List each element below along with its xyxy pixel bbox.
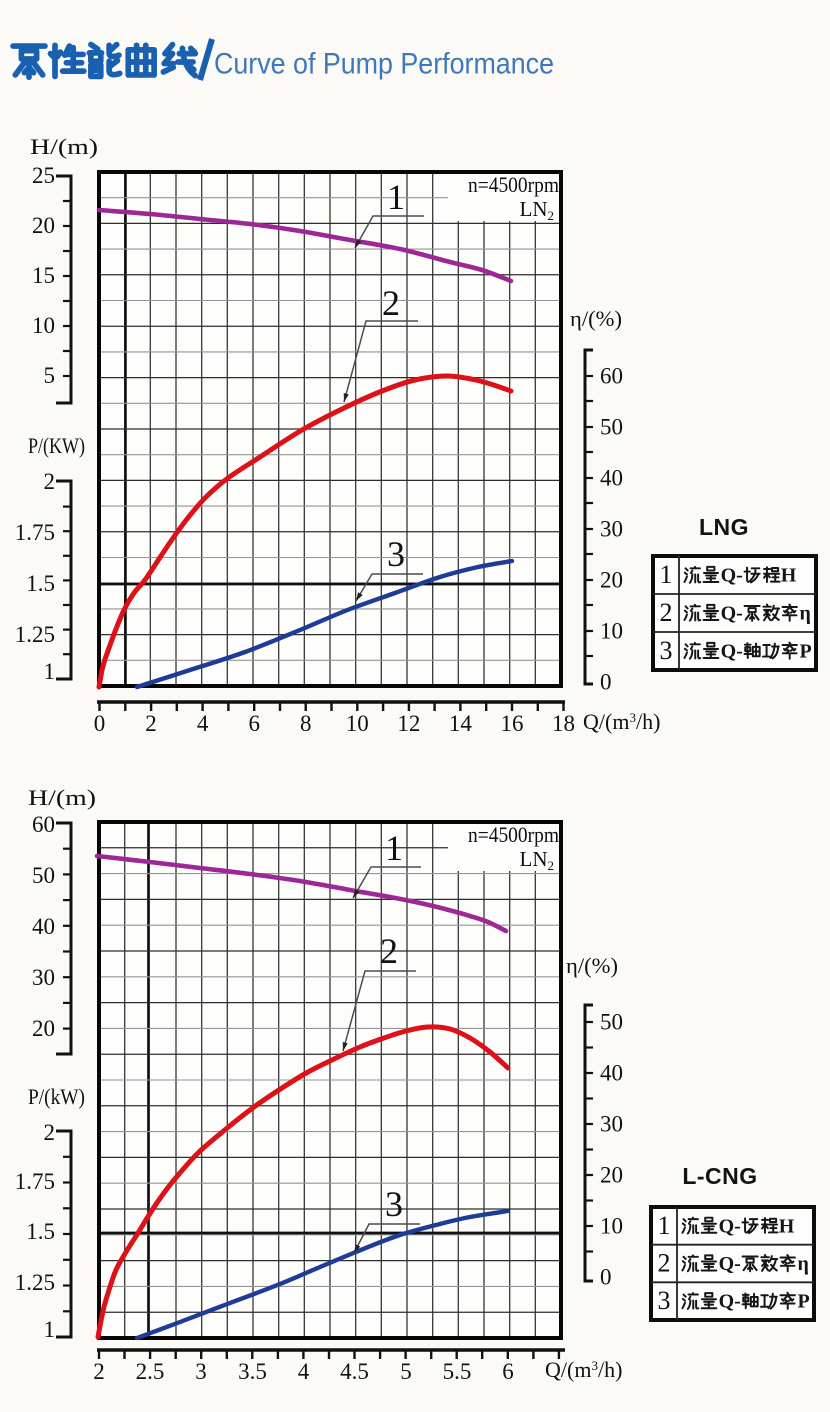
svg-text:Q/(m3/h): Q/(m3/h) — [583, 709, 660, 734]
svg-text:H: H — [779, 1215, 795, 1237]
svg-text:Curve of Pump Performance: Curve of Pump Performance — [214, 48, 554, 81]
svg-text:1: 1 — [385, 828, 403, 868]
svg-text:P: P — [800, 641, 812, 663]
svg-text:60: 60 — [600, 364, 623, 389]
svg-text:5.5: 5.5 — [443, 1359, 472, 1384]
svg-text:14: 14 — [449, 711, 473, 736]
svg-text:H: H — [781, 565, 797, 587]
svg-text:60: 60 — [32, 812, 55, 837]
svg-text:2: 2 — [44, 1120, 56, 1145]
svg-text:16: 16 — [501, 711, 524, 736]
svg-text:n=4500rpm: n=4500rpm — [468, 172, 559, 197]
svg-text:2.5: 2.5 — [136, 1359, 165, 1384]
svg-text:η/(%): η/(%) — [566, 953, 618, 978]
svg-text:3: 3 — [195, 1359, 207, 1384]
svg-text:1.5: 1.5 — [26, 1219, 55, 1244]
svg-text:Q-: Q- — [719, 1215, 741, 1237]
svg-text:Q-: Q- — [721, 641, 743, 663]
svg-text:Q-: Q- — [719, 1291, 741, 1313]
svg-text:LNG: LNG — [699, 514, 749, 540]
svg-text:3: 3 — [660, 636, 673, 665]
svg-text:50: 50 — [32, 863, 55, 888]
svg-text:20: 20 — [32, 213, 55, 238]
svg-text:10: 10 — [32, 313, 55, 338]
svg-text:Q-: Q- — [721, 565, 743, 587]
svg-text:P/(kW): P/(kW) — [28, 1084, 85, 1109]
svg-text:4: 4 — [298, 1359, 310, 1384]
svg-text:1.25: 1.25 — [15, 622, 55, 647]
svg-text:1: 1 — [387, 177, 405, 217]
svg-text:Q-: Q- — [721, 603, 743, 625]
svg-text:2: 2 — [380, 931, 398, 971]
svg-text:L-CNG: L-CNG — [682, 1163, 757, 1189]
svg-text:2: 2 — [382, 283, 400, 323]
svg-text:2: 2 — [44, 469, 56, 494]
svg-text:η: η — [800, 603, 811, 625]
svg-text:4: 4 — [197, 711, 209, 736]
svg-text:40: 40 — [32, 914, 55, 939]
svg-text:1: 1 — [44, 659, 56, 684]
svg-text:4.5: 4.5 — [340, 1359, 369, 1384]
svg-text:2: 2 — [145, 711, 157, 736]
svg-text:3.5: 3.5 — [238, 1359, 267, 1384]
svg-text:5: 5 — [44, 363, 56, 388]
svg-text:30: 30 — [600, 1112, 623, 1137]
svg-text:20: 20 — [32, 1016, 55, 1041]
svg-text:30: 30 — [32, 965, 55, 990]
svg-text:0: 0 — [94, 711, 106, 736]
svg-text:15: 15 — [32, 263, 55, 288]
svg-text:8: 8 — [300, 711, 312, 736]
svg-text:LN2: LN2 — [520, 847, 555, 873]
svg-text:10: 10 — [600, 619, 623, 644]
svg-text:50: 50 — [600, 1010, 623, 1035]
svg-text:10: 10 — [346, 711, 369, 736]
svg-text:Q-: Q- — [719, 1253, 741, 1275]
svg-text:2: 2 — [660, 598, 673, 627]
svg-text:3: 3 — [658, 1286, 671, 1315]
svg-text:H/(m): H/(m) — [30, 134, 98, 159]
svg-text:2: 2 — [658, 1249, 671, 1278]
svg-text:25: 25 — [32, 163, 55, 188]
svg-text:1.75: 1.75 — [15, 520, 55, 545]
svg-text:1.25: 1.25 — [15, 1270, 55, 1295]
svg-text:3: 3 — [385, 1184, 403, 1224]
svg-text:50: 50 — [600, 415, 623, 440]
svg-text:18: 18 — [552, 711, 575, 736]
svg-text:0: 0 — [600, 670, 612, 695]
svg-text:η/(%): η/(%) — [570, 306, 622, 331]
svg-text:6: 6 — [248, 711, 260, 736]
svg-text:3: 3 — [387, 534, 405, 574]
svg-text:12: 12 — [397, 711, 420, 736]
svg-text:P: P — [798, 1291, 810, 1313]
svg-text:1.5: 1.5 — [26, 571, 55, 596]
svg-text:P/(KW): P/(KW) — [28, 433, 85, 458]
svg-text:40: 40 — [600, 1061, 623, 1086]
svg-text:2: 2 — [93, 1359, 105, 1384]
svg-text:1: 1 — [660, 560, 673, 589]
svg-text:20: 20 — [600, 568, 623, 593]
svg-text:1: 1 — [658, 1211, 671, 1240]
svg-text:10: 10 — [600, 1214, 623, 1239]
svg-text:5: 5 — [400, 1359, 412, 1384]
svg-text:20: 20 — [600, 1163, 623, 1188]
svg-text:6: 6 — [502, 1359, 514, 1384]
svg-text:1.75: 1.75 — [15, 1169, 55, 1194]
svg-text:Q/(m3/h): Q/(m3/h) — [545, 1357, 622, 1382]
svg-text:η: η — [798, 1253, 809, 1275]
svg-text:n=4500rpm: n=4500rpm — [468, 822, 559, 847]
svg-text:H/(m): H/(m) — [28, 785, 96, 810]
svg-text:1: 1 — [44, 1317, 56, 1342]
svg-text:40: 40 — [600, 466, 623, 491]
svg-text:0: 0 — [600, 1265, 612, 1290]
svg-text:30: 30 — [600, 517, 623, 542]
